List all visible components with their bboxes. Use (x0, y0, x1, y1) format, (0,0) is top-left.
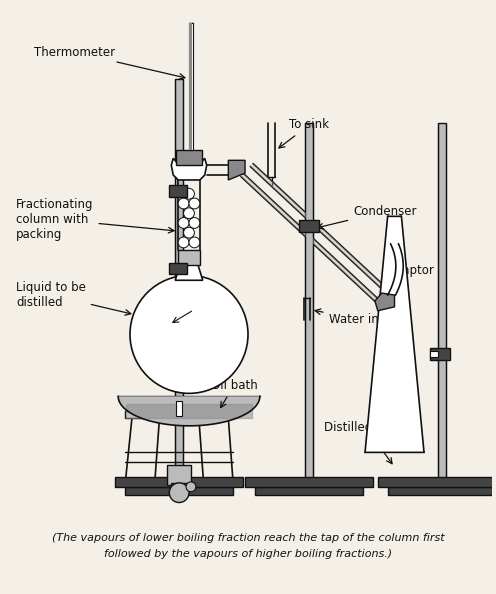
Text: (The vapours of lower boiling fraction reach the tap of the column first: (The vapours of lower boiling fraction r… (52, 533, 444, 543)
Circle shape (178, 237, 189, 248)
Circle shape (184, 188, 194, 199)
Bar (178, 250, 200, 264)
Circle shape (189, 237, 200, 248)
Circle shape (178, 198, 189, 209)
Circle shape (184, 208, 194, 219)
Bar (438, 123, 446, 487)
Circle shape (186, 482, 196, 492)
Bar (171, 483, 187, 492)
Polygon shape (118, 396, 260, 426)
Text: Adaptor: Adaptor (388, 264, 434, 304)
Bar (175, 78, 183, 485)
Bar (305, 123, 313, 487)
Text: Water inlet: Water inlet (315, 309, 394, 326)
Circle shape (189, 198, 200, 209)
Polygon shape (365, 216, 424, 453)
Circle shape (189, 217, 200, 228)
Polygon shape (375, 293, 394, 311)
Bar (125, 411, 233, 418)
Text: Fractionating
column with
packing: Fractionating column with packing (16, 198, 174, 241)
Bar (189, 23, 192, 150)
Bar (299, 220, 319, 232)
Circle shape (184, 228, 194, 238)
Bar (176, 150, 202, 165)
Text: Distilled liquid: Distilled liquid (324, 421, 408, 464)
Circle shape (130, 276, 248, 393)
Polygon shape (171, 159, 207, 180)
Polygon shape (241, 173, 386, 309)
Text: followed by the vapours of higher boiling fractions.): followed by the vapours of higher boilin… (104, 549, 392, 559)
Text: Condenser: Condenser (317, 205, 417, 229)
Bar (115, 477, 243, 487)
Bar (169, 185, 187, 197)
Text: Liquid to be
distilled: Liquid to be distilled (16, 281, 131, 315)
Polygon shape (228, 160, 245, 180)
Bar (388, 487, 496, 495)
Text: To sink: To sink (279, 118, 329, 148)
Bar (430, 348, 449, 360)
Polygon shape (175, 264, 203, 280)
Text: Oil bath: Oil bath (211, 379, 257, 407)
Bar (430, 351, 438, 357)
Bar (125, 487, 233, 495)
Bar (188, 23, 193, 150)
Bar (255, 487, 363, 495)
Bar (169, 263, 187, 274)
Bar (245, 477, 373, 487)
Bar (176, 401, 182, 416)
Circle shape (169, 483, 189, 503)
Bar (378, 477, 496, 487)
Polygon shape (250, 164, 396, 299)
Circle shape (178, 217, 189, 228)
Text: Thermometer: Thermometer (34, 46, 185, 79)
Bar (167, 465, 191, 485)
